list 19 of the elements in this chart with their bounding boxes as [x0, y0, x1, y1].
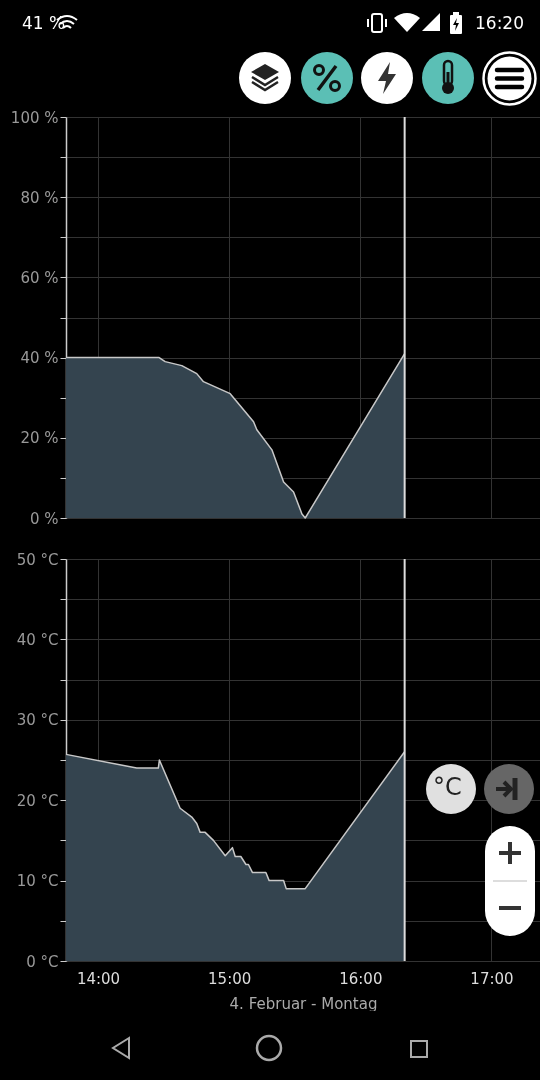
y-tick-label: 20 %	[20, 429, 59, 448]
x-tick-label: 14:00	[76, 969, 121, 988]
annotation: °C	[433, 773, 462, 801]
y-tick-label: 10 °C	[16, 872, 59, 891]
y-tick-label: 60 %	[20, 268, 59, 287]
y-tick-label: 80 %	[20, 188, 59, 207]
text: 16:20	[475, 13, 524, 33]
y-tick-label: 0 %	[29, 509, 59, 528]
y-tick-label: 0 °C	[26, 952, 59, 971]
y-tick-label: 100 %	[10, 108, 59, 127]
x-tick-label: 15:00	[208, 969, 252, 988]
y-tick-label: 40 %	[20, 349, 59, 368]
x-tick-label: 16:00	[339, 969, 383, 988]
y-tick-label: 40 °C	[16, 630, 59, 649]
x-tick-label: 17:00	[470, 969, 514, 988]
y-tick-label: 20 °C	[16, 791, 59, 810]
x-axis-title: 4. Februar - Montag	[229, 994, 378, 1013]
y-tick-label: 30 °C	[16, 711, 59, 730]
y-tick-label: 50 °C	[16, 550, 59, 569]
